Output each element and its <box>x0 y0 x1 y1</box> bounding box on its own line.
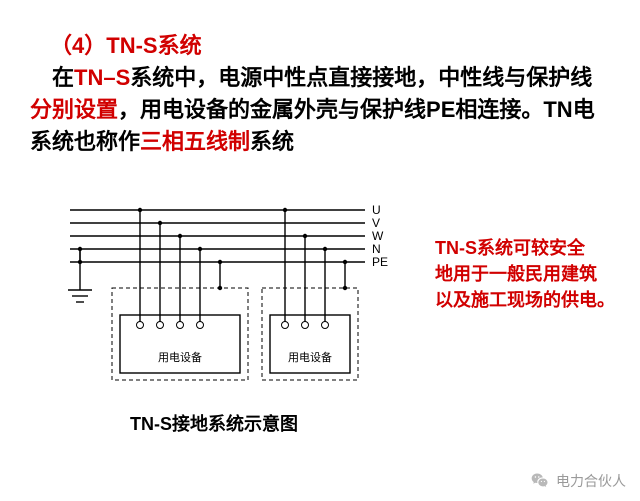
sidenote-l2: 地用于一般民用建筑 <box>435 264 597 284</box>
side-note: TN-S系统可较安全 地用于一般民用建筑 以及施工现场的供电。 <box>435 235 620 313</box>
svg-text:W: W <box>372 229 384 243</box>
svg-text:用电设备: 用电设备 <box>158 350 202 364</box>
p-seg3: 系统中，电源中性点直接接地，中性线与保护线 <box>130 65 592 90</box>
svg-text:V: V <box>372 216 380 230</box>
svg-text:用电设备: 用电设备 <box>288 350 332 364</box>
wechat-icon <box>530 471 550 491</box>
svg-text:N: N <box>372 242 381 256</box>
diagram-caption: TN-S接地系统示意图 <box>130 410 298 436</box>
section-heading: （4）TN-S系统 <box>50 28 202 60</box>
sidenote-l3: 以及施工现场的供电。 <box>435 290 615 310</box>
heading-prefix: （4） <box>50 33 106 58</box>
p-seg7: 系统 <box>250 129 294 154</box>
svg-text:U: U <box>372 203 381 217</box>
heading-black: 系统 <box>158 33 202 58</box>
p-seg4: 分别设置 <box>30 97 118 122</box>
heading-red: TN-S <box>106 33 157 58</box>
p-seg6: 三相五线制 <box>140 129 250 154</box>
svg-text:PE: PE <box>372 255 388 269</box>
footer-text: 电力合伙人 <box>556 471 626 491</box>
sidenote-l1: TN-S系统可较安全 <box>435 238 585 258</box>
p-seg1: 在 <box>52 65 74 90</box>
p-seg2: TN–S <box>74 65 130 90</box>
footer: 电力合伙人 <box>530 471 626 491</box>
body-paragraph: 在TN–S系统中，电源中性点直接接地，中性线与保护线分别设置，用电设备的金属外壳… <box>30 62 610 158</box>
tns-schematic: UVWNPE 用电设备 用电设备 <box>60 200 410 420</box>
